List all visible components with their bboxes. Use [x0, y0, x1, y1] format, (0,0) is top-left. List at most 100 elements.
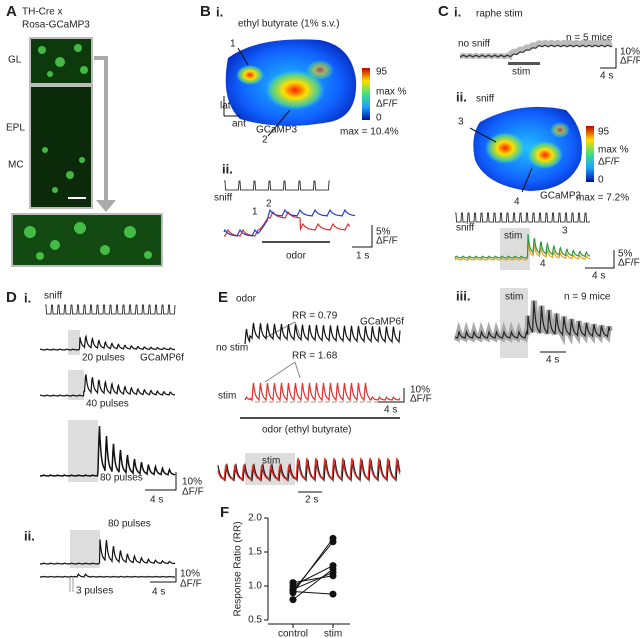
label: ΔF/F — [376, 99, 398, 110]
label: ΔF/F — [620, 56, 640, 67]
label: GCaMP6f — [360, 317, 404, 328]
pair-line — [292, 575, 334, 584]
label: 4 s — [152, 587, 165, 598]
label: 80 pulses — [100, 473, 143, 484]
label: 2 s — [305, 495, 318, 506]
label: 4 s — [546, 355, 559, 366]
point — [329, 590, 337, 598]
trace — [244, 382, 401, 403]
label: no sniff — [458, 39, 490, 50]
y-tick-label: 1.0 — [248, 581, 262, 592]
label: MC — [8, 160, 24, 171]
label: raphe stim — [476, 9, 523, 20]
orientation-axes — [223, 96, 240, 117]
stim-bar — [508, 62, 540, 65]
scale-bar — [150, 568, 177, 583]
label: EPL — [6, 123, 25, 134]
scale-bar — [378, 388, 405, 403]
roi-label: 1 — [230, 39, 236, 50]
label: RR = 1.68 — [292, 351, 338, 362]
panel-label: E — [218, 289, 228, 306]
subpanel-label: ii. — [222, 161, 233, 176]
label: max = 10.4% — [340, 127, 399, 138]
trace — [460, 44, 613, 58]
label: 10% — [620, 47, 640, 58]
label: ant — [232, 119, 246, 130]
subpanel-label: ii. — [24, 528, 35, 543]
y-tick-label: 1.5 — [248, 547, 262, 558]
label: sniff — [456, 223, 474, 234]
label: GCaMP6f — [140, 353, 184, 364]
stim-window — [500, 288, 528, 358]
pair-line — [292, 565, 334, 587]
label: stim — [504, 231, 522, 242]
trace — [39, 374, 176, 397]
label: n = 9 mice — [564, 292, 611, 303]
label: 20 pulses — [82, 353, 125, 364]
heatmap — [225, 39, 357, 126]
label: stim — [262, 456, 280, 467]
subpanel-label: ii. — [456, 89, 467, 104]
label: 5% — [376, 227, 391, 238]
scale-bar — [585, 250, 615, 269]
label: 4 s — [600, 71, 613, 82]
pair-line — [292, 568, 334, 600]
label: max % — [376, 87, 407, 98]
label: odor (ethyl butyrate) — [262, 425, 352, 436]
roi-pointer — [237, 47, 249, 66]
label: 4 s — [150, 495, 163, 506]
colorbar — [586, 126, 594, 182]
arrowhead — [96, 200, 116, 212]
point — [289, 587, 297, 595]
x-tick-label: control — [278, 629, 308, 638]
roi-label: 2 — [262, 135, 268, 146]
stim-window — [68, 420, 98, 482]
label: 40 pulses — [86, 399, 129, 410]
pulse-marks — [69, 578, 74, 592]
point — [329, 538, 337, 546]
sniff-trace — [45, 304, 176, 315]
roi-label: 1 — [252, 207, 258, 218]
label: stim — [218, 391, 236, 402]
micrograph — [11, 213, 163, 267]
label: GCaMP3 — [256, 125, 298, 136]
label: 10% — [182, 477, 202, 488]
point — [329, 562, 337, 570]
label: 3 pulses — [76, 586, 113, 597]
label: ΔF/F — [376, 236, 398, 247]
panel-label: F — [220, 504, 229, 521]
label: sniff — [214, 193, 232, 204]
label: TH-Cre x — [22, 7, 63, 18]
label: stim — [505, 292, 523, 303]
label: ΔF/F — [182, 487, 204, 498]
label: odor — [286, 251, 307, 262]
micrograph — [29, 37, 93, 85]
roi-label: 2 — [266, 199, 272, 210]
arrow — [94, 56, 108, 200]
label: 80 pulses — [108, 519, 151, 530]
label: 10% — [410, 385, 430, 396]
label: lat — [220, 101, 231, 112]
point — [289, 579, 297, 587]
label: 4 s — [384, 405, 397, 416]
trace — [223, 208, 356, 237]
roi-label: 4 — [514, 197, 520, 208]
pair-line — [292, 571, 334, 590]
trace — [40, 539, 176, 565]
roi-pointer — [469, 127, 497, 143]
label: ΔF/F — [180, 579, 202, 590]
roi-pointer — [267, 109, 291, 137]
label: 10% — [180, 569, 200, 580]
subpanel-label: i. — [24, 290, 31, 305]
point — [329, 572, 337, 580]
label: stim — [512, 67, 530, 78]
scale-bar — [600, 48, 617, 69]
label: ethyl butyrate (1% s.v.) — [238, 19, 340, 30]
rr-pointer — [264, 361, 301, 383]
point — [289, 596, 297, 604]
label: GL — [8, 55, 22, 66]
label: sniff — [476, 94, 494, 105]
label: ΔF/F — [618, 258, 640, 269]
colorbar — [362, 68, 370, 120]
